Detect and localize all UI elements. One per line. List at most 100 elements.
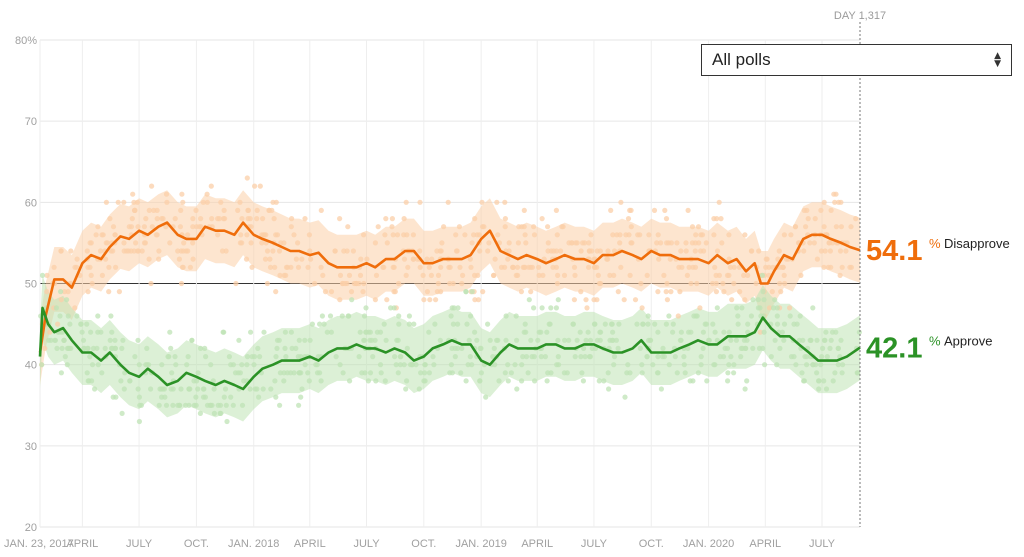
disapprove-poll-dot xyxy=(288,264,294,270)
x-tick-label: APRIL xyxy=(749,538,781,550)
disapprove-poll-dot xyxy=(639,305,645,311)
approve-poll-dot xyxy=(485,321,491,327)
disapprove-poll-dot xyxy=(710,280,716,287)
disapprove-poll-dot xyxy=(373,272,380,278)
approve-poll-dot xyxy=(645,321,651,327)
disapprove-poll-dot xyxy=(595,272,601,278)
disapprove-poll-dot xyxy=(121,199,127,205)
x-tick-label: JAN. 23, 2017 xyxy=(4,538,74,550)
disapprove-poll-dot xyxy=(561,272,568,278)
disapprove-poll-dot xyxy=(248,240,254,246)
disapprove-poll-dot xyxy=(178,207,184,213)
disapprove-poll-dot xyxy=(384,240,390,246)
disapprove-poll-dot xyxy=(821,264,827,270)
approve-poll-dot xyxy=(513,313,519,319)
disapprove-poll-dot xyxy=(149,183,155,189)
approve-poll-dot xyxy=(404,378,410,384)
approve-poll-dot xyxy=(761,297,767,303)
approve-poll-dot xyxy=(706,337,712,343)
approve-poll-dot xyxy=(760,289,766,295)
disapprove-poll-dot xyxy=(536,272,542,278)
approve-poll-dot xyxy=(660,345,666,351)
disapprove-poll-dot xyxy=(555,272,561,278)
approve-poll-dot xyxy=(814,337,820,343)
approve-poll-dot xyxy=(277,402,283,408)
disapprove-poll-dot xyxy=(627,207,633,213)
approve-poll-dot xyxy=(452,354,458,360)
approve-poll-dot xyxy=(337,362,343,368)
approve-poll-dot xyxy=(132,354,138,360)
approve-poll-dot xyxy=(167,329,173,335)
disapprove-poll-dot xyxy=(322,289,329,295)
disapprove-poll-dot xyxy=(445,199,451,205)
disapprove-poll-dot xyxy=(827,248,834,254)
approve-poll-dot xyxy=(685,345,691,351)
approve-poll-dot xyxy=(162,394,168,400)
disapprove-poll-dot xyxy=(424,256,430,262)
approve-poll-dot xyxy=(46,337,52,343)
approve-poll-dot xyxy=(519,378,525,384)
approve-poll-dot xyxy=(735,321,741,327)
disapprove-poll-dot xyxy=(766,305,773,311)
disapprove-poll-dot xyxy=(88,272,94,278)
disapprove-poll-dot xyxy=(667,256,673,262)
disapprove-poll-dot xyxy=(843,248,849,254)
disapprove-poll-dot xyxy=(403,199,409,205)
disapprove-poll-dot xyxy=(204,199,210,205)
approve-poll-dot xyxy=(502,370,508,376)
disapprove-poll-dot xyxy=(125,248,132,254)
disapprove-poll-dot xyxy=(510,264,516,270)
poll-type-select[interactable]: All polls ▲ ▼ xyxy=(701,44,1012,76)
approve-poll-dot xyxy=(694,313,700,319)
approve-poll-dot xyxy=(712,329,718,335)
disapprove-poll-dot xyxy=(514,264,521,270)
disapprove-poll-dot xyxy=(179,264,185,270)
approve-poll-dot xyxy=(296,337,302,343)
approve-poll-dot xyxy=(467,354,473,360)
disapprove-poll-dot xyxy=(531,224,537,230)
approve-poll-dot xyxy=(193,402,199,408)
approve-poll-dot xyxy=(168,345,174,351)
approve-poll-dot xyxy=(523,354,530,360)
disapprove-poll-dot xyxy=(726,232,732,238)
disapprove-poll-dot xyxy=(695,224,702,230)
approve-poll-dot xyxy=(422,370,428,376)
disapprove-poll-dot xyxy=(193,224,200,230)
approve-poll-dot xyxy=(824,354,830,360)
disapprove-poll-dot xyxy=(252,183,258,189)
approve-poll-dot xyxy=(800,337,806,343)
disapprove-poll-dot xyxy=(360,289,366,295)
approve-poll-dot xyxy=(639,362,645,368)
disapprove-poll-dot xyxy=(148,280,154,287)
approve-poll-dot xyxy=(178,386,184,392)
approve-poll-dot xyxy=(830,378,836,384)
disapprove-poll-dot xyxy=(126,224,132,230)
approve-poll-dot xyxy=(99,370,105,376)
disapprove-poll-dot xyxy=(266,207,272,213)
approve-poll-dot xyxy=(610,329,616,335)
approve-poll-dot xyxy=(282,345,288,351)
disapprove-poll-dot xyxy=(805,216,811,222)
approve-poll-dot xyxy=(90,345,97,351)
approve-poll-dot xyxy=(743,345,749,351)
disapprove-poll-dot xyxy=(110,224,117,230)
disapprove-poll-dot xyxy=(689,240,696,246)
disapprove-poll-dot xyxy=(135,248,141,254)
disapprove-poll-dot xyxy=(133,240,139,246)
approve-poll-dot xyxy=(261,329,267,335)
disapprove-poll-dot xyxy=(131,199,137,205)
approve-poll-dot xyxy=(109,329,115,335)
approve-poll-dot xyxy=(744,337,750,343)
approve-poll-dot xyxy=(579,370,585,376)
approve-poll-dot xyxy=(731,362,737,368)
approve-poll-dot xyxy=(726,329,732,335)
approve-poll-dot xyxy=(505,378,511,384)
disapprove-poll-dot xyxy=(260,216,266,222)
disapprove-poll-dot xyxy=(833,224,840,230)
disapprove-poll-dot xyxy=(305,264,311,270)
approve-poll-dot xyxy=(804,362,810,368)
disapprove-poll-dot xyxy=(698,248,704,254)
approve-poll-dot xyxy=(113,394,119,400)
select-arrows-icon: ▲ ▼ xyxy=(994,51,1001,69)
approve-poll-dot xyxy=(437,337,443,343)
